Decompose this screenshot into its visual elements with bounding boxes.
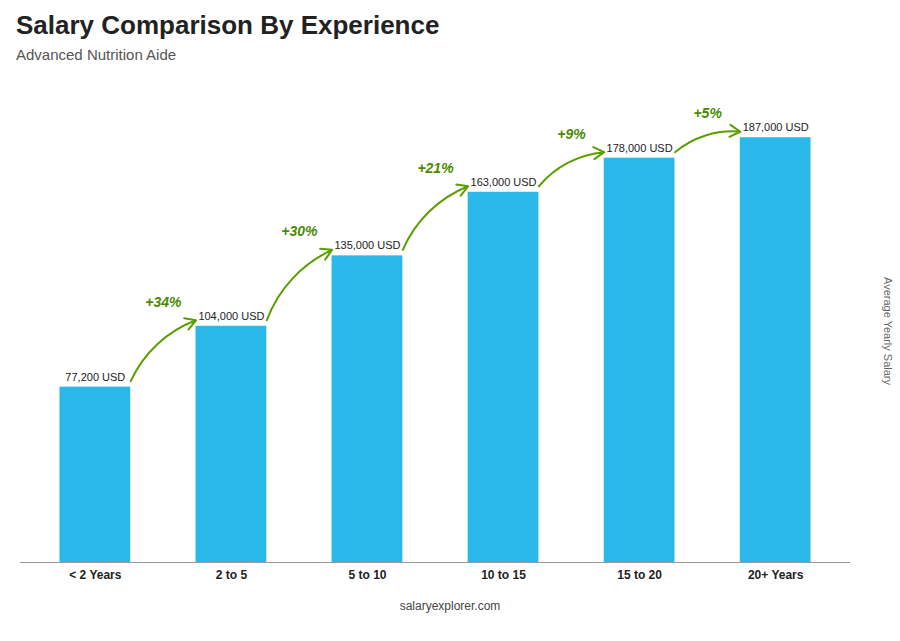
svg-text:135,000 USD: 135,000 USD [334, 239, 400, 251]
html-text:salaryexplorer.com: salaryexplorer.com [399, 599, 501, 613]
svg-text:+9%: +9% [557, 126, 586, 142]
svg-text:20+ Years: 20+ Years [748, 568, 804, 582]
svg-text:2 to 5: 2 to 5 [216, 568, 248, 582]
svg-text:+30%: +30% [281, 223, 318, 239]
html-text:Salary Comparison By Experienc: Salary Comparison By Experience [16, 10, 440, 40]
svg-text:+34%: +34% [145, 294, 182, 310]
html-text:Average Yearly Salary: Average Yearly Salary [882, 277, 894, 385]
svg-text:163,000 USD: 163,000 USD [471, 176, 537, 188]
svg-text:< 2 Years: < 2 Years [69, 568, 121, 582]
html-text:Advanced Nutrition Aide: Advanced Nutrition Aide [16, 46, 177, 63]
svg-text:+5%: +5% [693, 105, 722, 121]
svg-text:15 to 20: 15 to 20 [617, 568, 662, 582]
svg-text:5 to 10: 5 to 10 [348, 568, 386, 582]
svg-text:178,000 USD: 178,000 USD [607, 142, 673, 154]
svg-text:104,000 USD: 104,000 USD [198, 310, 264, 322]
svg-text:+21%: +21% [417, 160, 454, 176]
svg-text:10 to 15: 10 to 15 [481, 568, 526, 582]
svg-text:187,000 USD: 187,000 USD [743, 121, 809, 133]
svg-text:77,200 USD: 77,200 USD [65, 371, 125, 383]
